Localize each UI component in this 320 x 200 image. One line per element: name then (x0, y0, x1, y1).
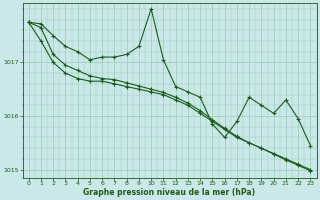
X-axis label: Graphe pression niveau de la mer (hPa): Graphe pression niveau de la mer (hPa) (84, 188, 256, 197)
